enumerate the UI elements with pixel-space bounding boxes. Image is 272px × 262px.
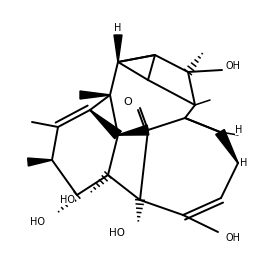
Text: HO: HO bbox=[60, 195, 75, 205]
Text: OH: OH bbox=[225, 233, 240, 243]
Text: O: O bbox=[124, 97, 132, 107]
Polygon shape bbox=[90, 110, 121, 139]
Text: H: H bbox=[240, 158, 247, 168]
Text: H: H bbox=[235, 125, 242, 135]
Polygon shape bbox=[114, 35, 122, 62]
Text: HO: HO bbox=[109, 228, 125, 238]
Text: OH: OH bbox=[226, 61, 241, 71]
Polygon shape bbox=[118, 125, 149, 135]
Text: HO: HO bbox=[30, 217, 45, 227]
Polygon shape bbox=[28, 158, 52, 166]
Polygon shape bbox=[216, 129, 238, 163]
Polygon shape bbox=[80, 91, 110, 99]
Text: H: H bbox=[114, 23, 122, 33]
